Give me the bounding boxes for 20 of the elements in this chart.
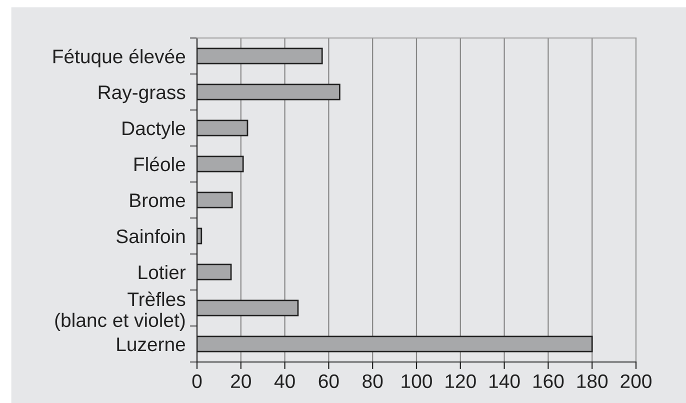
y-tick-label: Ray-grass	[98, 86, 186, 104]
y-tick-label: Luzerne	[117, 338, 186, 352]
x-tick-label: 20	[231, 374, 251, 388]
y-tick-label: Sainfoin	[116, 228, 185, 244]
x-tick-label: 80	[362, 374, 383, 388]
x-tick-label: 180	[577, 374, 608, 388]
x-tick-label: 60	[318, 374, 339, 388]
x-tick-label: 200	[620, 374, 652, 388]
x-tick-label: 160	[533, 374, 564, 388]
y-tick-label: Brome	[130, 194, 186, 208]
x-tick-label: 100	[402, 374, 432, 388]
x-tick-label: 0	[192, 374, 202, 388]
x-tick-label: 40	[274, 374, 295, 388]
x-tick-label: 140	[490, 374, 520, 388]
y-tick-label: Trèfles (blanc et violet)	[55, 292, 186, 331]
y-tick-label: Fétuque élevée	[53, 48, 186, 68]
y-tick-label: Dactyle	[122, 120, 186, 140]
y-tick-label: Lotier	[138, 264, 186, 280]
y-tick-label: Fléole	[134, 156, 186, 172]
x-tick-label: 120	[446, 374, 476, 388]
